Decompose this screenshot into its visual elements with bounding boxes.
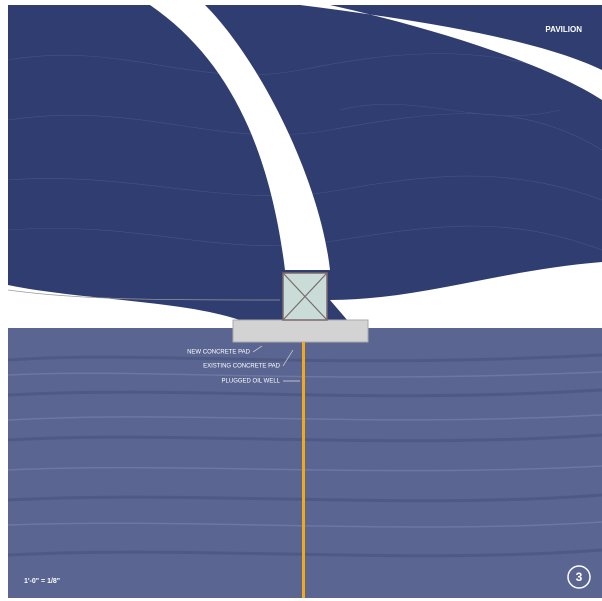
label: EXISTING CONCRETE PAD	[203, 364, 281, 370]
ground-line	[8, 289, 281, 301]
label: PLUGGED OIL WELL	[222, 379, 281, 385]
white-band	[8, 285, 240, 335]
strata	[8, 353, 602, 558]
sheet-number: 3	[576, 570, 583, 584]
white-band	[300, 5, 602, 100]
strata	[8, 371, 602, 528]
concrete-pad	[232, 319, 369, 343]
contours	[8, 53, 602, 251]
scale: 1'-0" = 1/8"	[24, 578, 60, 585]
title: PAVILION	[545, 25, 582, 34]
white-band	[330, 262, 602, 335]
pavilion-bracing	[282, 272, 328, 321]
leaders	[252, 345, 300, 382]
illustration	[8, 5, 602, 598]
white-band	[150, 5, 330, 270]
oil-well	[302, 342, 305, 598]
sheet-badge	[567, 565, 591, 589]
label: NEW CONCRETE PAD	[187, 350, 251, 356]
